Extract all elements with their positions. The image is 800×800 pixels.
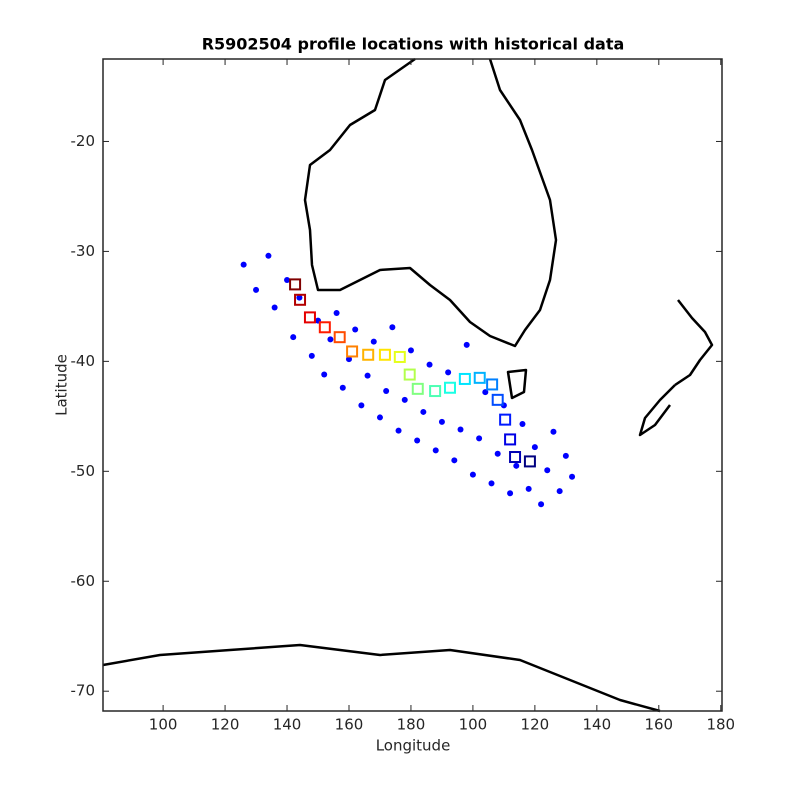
profile-point [509, 451, 522, 464]
x-tick-label: 140 [583, 716, 612, 734]
historical-point [321, 371, 328, 378]
x-axis-label: Longitude [376, 737, 451, 755]
historical-point [426, 361, 433, 368]
y-tick-label: -60 [71, 572, 96, 590]
historical-point [457, 426, 464, 433]
historical-point [352, 326, 359, 333]
profile-point [333, 331, 346, 344]
tasmania-coast [506, 368, 528, 400]
historical-point [364, 372, 371, 379]
new-zealand-north [674, 299, 714, 387]
historical-point [494, 450, 501, 457]
historical-point [507, 490, 514, 497]
historical-point [296, 294, 303, 301]
historical-point [339, 384, 346, 391]
profile-point [346, 345, 359, 358]
historical-point [562, 452, 569, 459]
x-tick-label: 160 [644, 716, 673, 734]
historical-point [513, 462, 520, 469]
historical-point [445, 369, 452, 376]
new-zealand-south [638, 384, 676, 437]
y-tick-label: -70 [71, 682, 96, 700]
x-tick-label: 120 [211, 716, 240, 734]
australia-coast [303, 57, 558, 348]
profile-point [486, 378, 499, 391]
historical-point [240, 261, 247, 268]
historical-point [345, 356, 352, 363]
historical-point [333, 309, 340, 316]
y-tick-label: -20 [71, 132, 96, 150]
x-tick-label: 180 [397, 716, 426, 734]
historical-point [271, 304, 278, 311]
profile-point [504, 433, 517, 446]
historical-point [556, 488, 563, 495]
y-tick-label: -40 [71, 352, 96, 370]
profile-point [393, 350, 406, 363]
historical-point [420, 408, 427, 415]
historical-point [476, 435, 483, 442]
historical-point [569, 473, 576, 480]
historical-point [308, 352, 315, 359]
historical-point [469, 471, 476, 478]
x-tick-label: 100 [459, 716, 488, 734]
coastlines [102, 57, 714, 713]
x-tick-label: 180 [706, 716, 735, 734]
profile-point [458, 372, 471, 385]
historical-point [414, 437, 421, 444]
historical-point [376, 414, 383, 421]
historical-point [284, 276, 291, 283]
historical-point [253, 286, 260, 293]
chart-title: R5902504 profile locations with historic… [202, 35, 625, 54]
historical-point [389, 324, 396, 331]
profile-point [443, 381, 456, 394]
historical-point [463, 341, 470, 348]
y-tick-label: -30 [71, 242, 96, 260]
historical-point [370, 338, 377, 345]
y-axis-label: Latitude [53, 354, 71, 416]
profile-point [429, 385, 442, 398]
historical-point [290, 334, 297, 341]
x-tick-label: 120 [521, 716, 550, 734]
profile-point [378, 348, 391, 361]
historical-point [395, 427, 402, 434]
historical-point [432, 447, 439, 454]
x-tick-label: 140 [273, 716, 302, 734]
profile-point [523, 455, 536, 468]
profile-point [318, 321, 331, 334]
profile-point [303, 311, 316, 324]
historical-point [544, 467, 551, 474]
profile-point [294, 293, 307, 306]
profile-point [289, 278, 302, 291]
historical-point [550, 428, 557, 435]
historical-point [525, 485, 532, 492]
historical-point [531, 444, 538, 451]
x-tick-label: 160 [335, 716, 364, 734]
plot-frame [102, 58, 723, 712]
historical-point [538, 501, 545, 508]
y-tick-label: -50 [71, 462, 96, 480]
historical-point [482, 389, 489, 396]
historical-point [327, 336, 334, 343]
historical-point [407, 347, 414, 354]
profile-point [499, 413, 512, 426]
historical-point [438, 418, 445, 425]
historical-point [401, 396, 408, 403]
antarctica-coast [102, 643, 661, 713]
historical-point [358, 402, 365, 409]
profile-point [491, 393, 504, 406]
profile-point [411, 382, 424, 395]
historical-point [519, 421, 526, 428]
historical-point [383, 388, 390, 395]
historical-point [451, 457, 458, 464]
x-tick-label: 100 [149, 716, 178, 734]
profile-point [362, 348, 375, 361]
profile-point [473, 371, 486, 384]
historical-point [488, 480, 495, 487]
profile-point [403, 368, 416, 381]
historical-point [265, 252, 272, 259]
